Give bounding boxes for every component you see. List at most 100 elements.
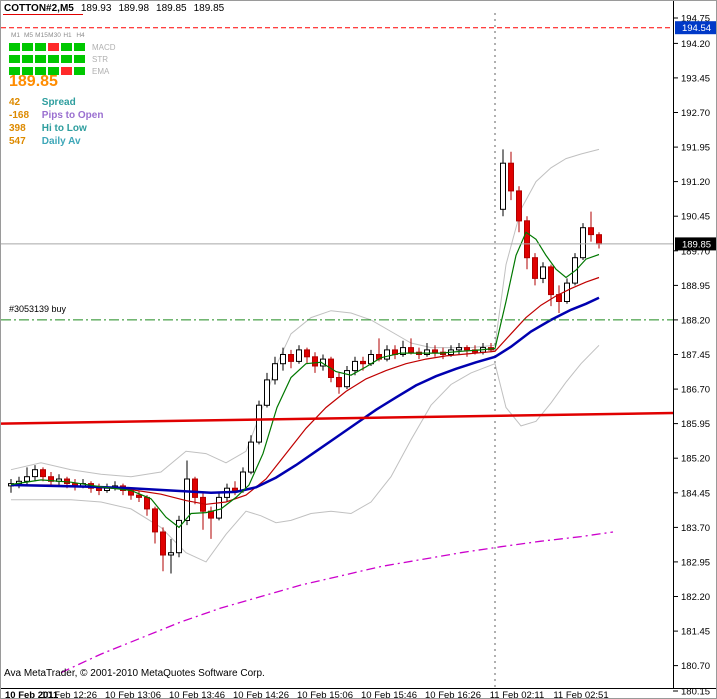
candle-body — [264, 379, 270, 406]
y-axis-label: 189.70 — [681, 246, 710, 257]
y-axis-label: 188.95 — [681, 281, 710, 292]
y-axis-label: 180.70 — [681, 661, 710, 672]
candle-body — [40, 469, 46, 478]
high-price-marker-label: 194.54 — [682, 23, 711, 34]
indicator-cell-red — [48, 43, 59, 51]
daily-av-label: Daily Av — [41, 136, 81, 147]
candle-body — [160, 531, 166, 556]
trade-order-label[interactable]: #3053139 buy — [9, 304, 67, 314]
timeframe-label: M5 — [23, 32, 34, 39]
bollinger-lower — [11, 344, 600, 563]
y-axis-label: 193.45 — [681, 73, 710, 84]
candle-body — [32, 469, 38, 478]
candle-body — [384, 349, 390, 360]
current-price-marker-label: 189.85 — [682, 239, 711, 250]
indicator-cell-green — [48, 55, 59, 63]
bollinger-upper — [10, 148, 600, 478]
x-axis-label: 10 Feb 12:26 — [41, 690, 97, 699]
candle-body — [136, 494, 142, 498]
indicator-cells — [9, 55, 87, 63]
indicator-cell-green — [22, 55, 33, 63]
y-axis-label: 187.45 — [681, 350, 710, 361]
spread-label: Spread — [41, 97, 76, 108]
hi-to-low-value: 398 — [9, 123, 26, 134]
indicator-cell-green — [74, 43, 85, 51]
candle-body — [272, 363, 278, 381]
candle-body — [524, 220, 530, 259]
chart-header: COTTON#2,M5 189.93 189.98 189.85 189.85 — [4, 3, 224, 14]
indicator-cell-green — [35, 67, 46, 75]
copyright-text: Ava MetaTrader, © 2001-2010 MetaQuotes S… — [4, 668, 265, 679]
timeframe-label: H4 — [76, 32, 85, 39]
hi-to-low-label: Hi to Low — [41, 123, 87, 134]
candle-body — [500, 162, 506, 210]
indicator-cells — [9, 43, 87, 51]
candle-body — [400, 347, 406, 356]
ema-slow-blue — [10, 296, 600, 495]
x-axis-label: 10 Feb 15:46 — [361, 690, 417, 699]
y-axis-label: 185.20 — [681, 454, 710, 465]
candle-body — [184, 478, 190, 521]
spread-value: 42 — [9, 97, 21, 108]
candle-body — [48, 476, 54, 482]
candle-body — [232, 487, 238, 492]
candle-body — [192, 478, 198, 498]
y-axis-label: 181.45 — [681, 627, 710, 638]
indicator-cell-green — [22, 67, 33, 75]
candle-body — [336, 377, 342, 388]
x-axis-label: 10 Feb 2011 — [5, 690, 59, 699]
ema-medium-red — [11, 276, 600, 505]
candle-body — [24, 476, 30, 482]
indicator-cell-green — [74, 55, 85, 63]
candle-body — [360, 360, 366, 365]
info-row-pips-to-open: -168 Pips to Open — [9, 110, 103, 121]
timeframe-label: M15 — [35, 32, 48, 39]
indicator-cell-green — [9, 55, 20, 63]
quote-low: 189.85 — [156, 3, 187, 14]
high-price-marker — [675, 21, 716, 35]
candle-body — [248, 441, 254, 473]
x-axis-label: 10 Feb 13:06 — [105, 690, 161, 699]
x-axis-label: 10 Feb 15:06 — [297, 690, 353, 699]
indicator-row-str: STR — [9, 54, 108, 64]
pips-to-open-label: Pips to Open — [41, 110, 104, 121]
indicator-row-label: MACD — [92, 42, 116, 52]
candle-body — [540, 266, 546, 279]
candle-body — [304, 349, 310, 358]
y-axis-label: 184.45 — [681, 488, 710, 499]
indicator-cell-green — [74, 67, 85, 75]
indicator-row-macd: MACD — [9, 42, 116, 52]
indicator-row-ema: EMA — [9, 66, 109, 76]
x-axis-label: 11 Feb 02:11 — [490, 690, 545, 699]
candle-body — [508, 162, 514, 192]
candle-body — [256, 404, 262, 443]
indicator-cell-green — [9, 67, 20, 75]
candle-body — [344, 370, 350, 388]
candle-body — [168, 552, 174, 556]
y-axis-label: 183.70 — [681, 523, 710, 534]
indicator-cell-green — [35, 55, 46, 63]
title-underline — [3, 14, 83, 15]
info-row-spread: 42 Spread — [9, 97, 76, 108]
y-axis-label: 191.95 — [681, 143, 710, 154]
quote-high: 189.98 — [118, 3, 150, 14]
candle-body — [516, 190, 522, 222]
candle-body — [432, 349, 438, 353]
candle-body — [176, 519, 182, 554]
y-axis-label: 180.15 — [681, 687, 710, 698]
candle-body — [464, 347, 470, 351]
candle-body — [240, 471, 246, 491]
indicator-cell-green — [61, 43, 72, 51]
candle-body — [408, 347, 414, 353]
current-price-marker — [675, 237, 716, 251]
timeframe-label: H1 — [63, 32, 72, 39]
timeframe-label: M1 — [10, 32, 21, 39]
indicator-cell-green — [22, 43, 33, 51]
info-row-hi-to-low: 398 Hi to Low — [9, 123, 87, 134]
candle-body — [456, 347, 462, 351]
y-axis-label: 186.70 — [681, 385, 710, 396]
info-row-daily-av: 547 Daily Av — [9, 136, 81, 147]
trendline-red — [1, 411, 674, 425]
